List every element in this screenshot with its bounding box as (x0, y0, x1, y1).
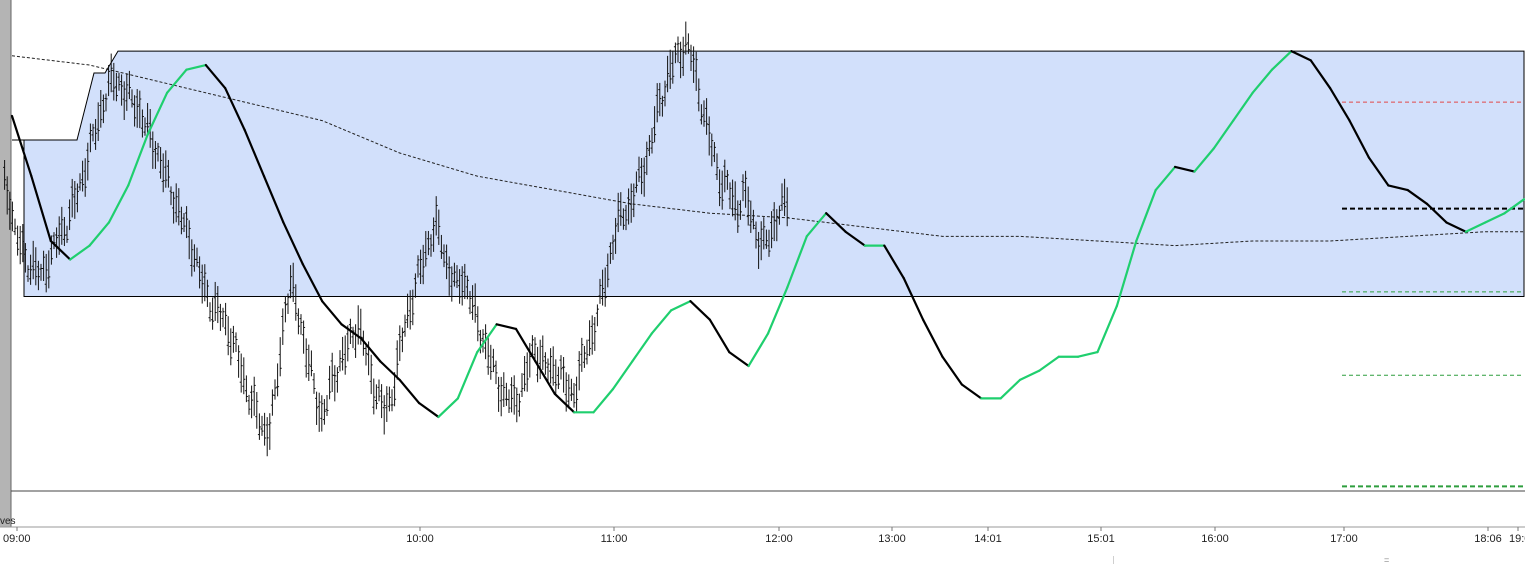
moving-average-segment (1425, 202, 1448, 224)
moving-average-segment (1154, 165, 1177, 192)
x-tick-label: 16:00 (1201, 533, 1229, 545)
moving-average-segment (1173, 165, 1196, 173)
moving-average-segment (127, 133, 149, 187)
status-divider (1113, 556, 1114, 564)
x-tick-label: 09:00 (3, 533, 31, 545)
moving-average-segment (921, 318, 944, 358)
moving-average-segment (262, 175, 285, 224)
left-scroll-panel[interactable] (0, 0, 11, 527)
x-tick-label: 19:0 (1509, 533, 1525, 545)
moving-average-segment (1503, 198, 1525, 215)
moving-average-segment (1077, 351, 1099, 358)
moving-average-segment (1232, 91, 1254, 122)
moving-average-segment (301, 263, 324, 303)
moving-average-segment (165, 68, 188, 94)
moving-average-segment (844, 230, 867, 247)
moving-average-segment (359, 337, 382, 363)
moving-average-segment (398, 378, 421, 405)
moving-average-segment (437, 397, 459, 419)
moving-average-layer (10, 50, 1525, 419)
moving-average-segment (1251, 68, 1274, 94)
moving-average-segment (631, 332, 653, 363)
moving-average-segment (49, 239, 72, 261)
moving-average-segment (1464, 221, 1487, 233)
moving-average-segment (340, 323, 363, 340)
moving-average-segment (766, 286, 789, 335)
moving-average-segment (941, 355, 963, 386)
moving-average-segment (1212, 119, 1235, 150)
moving-average-segment (1096, 304, 1119, 354)
moving-average-segment (1484, 212, 1506, 224)
x-axis-ticks: 09:00 10:00 11:00 12:00 13:00 14:01 15:01 16:00… (3, 527, 1525, 545)
x-tick-label: 18:06 (1474, 533, 1502, 545)
moving-average-segment (1135, 188, 1157, 243)
moving-average-segment (1193, 147, 1215, 173)
value-area-range (12, 50, 1525, 298)
moving-average-segment (88, 221, 111, 247)
x-tick-label: 11:00 (601, 533, 628, 545)
moving-average-segment (107, 184, 130, 224)
moving-average-segment (1038, 355, 1060, 372)
moving-average-segment (534, 360, 556, 395)
moving-average-segment (1329, 87, 1351, 122)
moving-average-segment (883, 244, 905, 280)
range-layer (12, 50, 1525, 298)
moving-average-segment (476, 323, 498, 354)
moving-average-segment (1309, 59, 1332, 90)
moving-average-segment (10, 114, 33, 178)
moving-average-segment (282, 221, 304, 266)
moving-average-segment (1115, 239, 1138, 307)
moving-average-segment (999, 378, 1022, 400)
edge-label: ves (0, 516, 16, 527)
moving-average-segment (825, 212, 847, 233)
moving-average-segment (30, 175, 52, 243)
moving-average-segment (1387, 184, 1409, 192)
moving-average-segment (224, 87, 246, 131)
x-tick-label: 15:01 (1087, 533, 1115, 545)
moving-average-segment (514, 327, 537, 363)
moving-average-segment (69, 244, 91, 261)
moving-average-segment (689, 300, 711, 321)
price-bars-layer (3, 21, 789, 457)
moving-average-segment (805, 212, 828, 238)
moving-average-segment (1018, 369, 1041, 381)
x-tick-label: 12:00 (765, 533, 793, 545)
moving-average-segment (1445, 221, 1467, 233)
moving-average-segment (1270, 50, 1293, 71)
moving-average-segment (417, 401, 440, 419)
x-tick-label: 14:01 (974, 533, 1002, 545)
x-tick-label: 13:00 (878, 533, 906, 545)
resize-grip-icon[interactable]: = (1384, 555, 1390, 565)
moving-average-segment (650, 309, 673, 335)
moving-average-segment (1406, 188, 1429, 206)
moving-average-segment (321, 300, 343, 326)
moving-average-segment (902, 276, 925, 321)
moving-average-segment (553, 392, 576, 414)
x-tick-label: 17:00 (1330, 533, 1358, 545)
moving-average-segment (786, 235, 808, 289)
moving-average-segment (1290, 50, 1312, 62)
moving-average-segment (747, 332, 770, 368)
x-tick-label: 10:00 (406, 533, 434, 545)
moving-average-segment (243, 128, 266, 178)
moving-average-segment (708, 318, 731, 354)
moving-average-segment (456, 351, 479, 400)
moving-average-segment (728, 351, 750, 368)
moving-average-segment (146, 91, 169, 136)
moving-average-segment (204, 63, 227, 90)
moving-average-segment (960, 383, 983, 400)
moving-average-segment (1367, 156, 1390, 187)
moving-average-segment (669, 300, 692, 312)
moving-average-segment (611, 360, 634, 391)
moving-average-segment (495, 323, 518, 331)
moving-average-segment (592, 388, 615, 414)
moving-average-segment (1348, 119, 1371, 159)
moving-average-segment (379, 360, 401, 381)
status-strip (0, 546, 1525, 564)
moving-average-segment (185, 63, 207, 71)
